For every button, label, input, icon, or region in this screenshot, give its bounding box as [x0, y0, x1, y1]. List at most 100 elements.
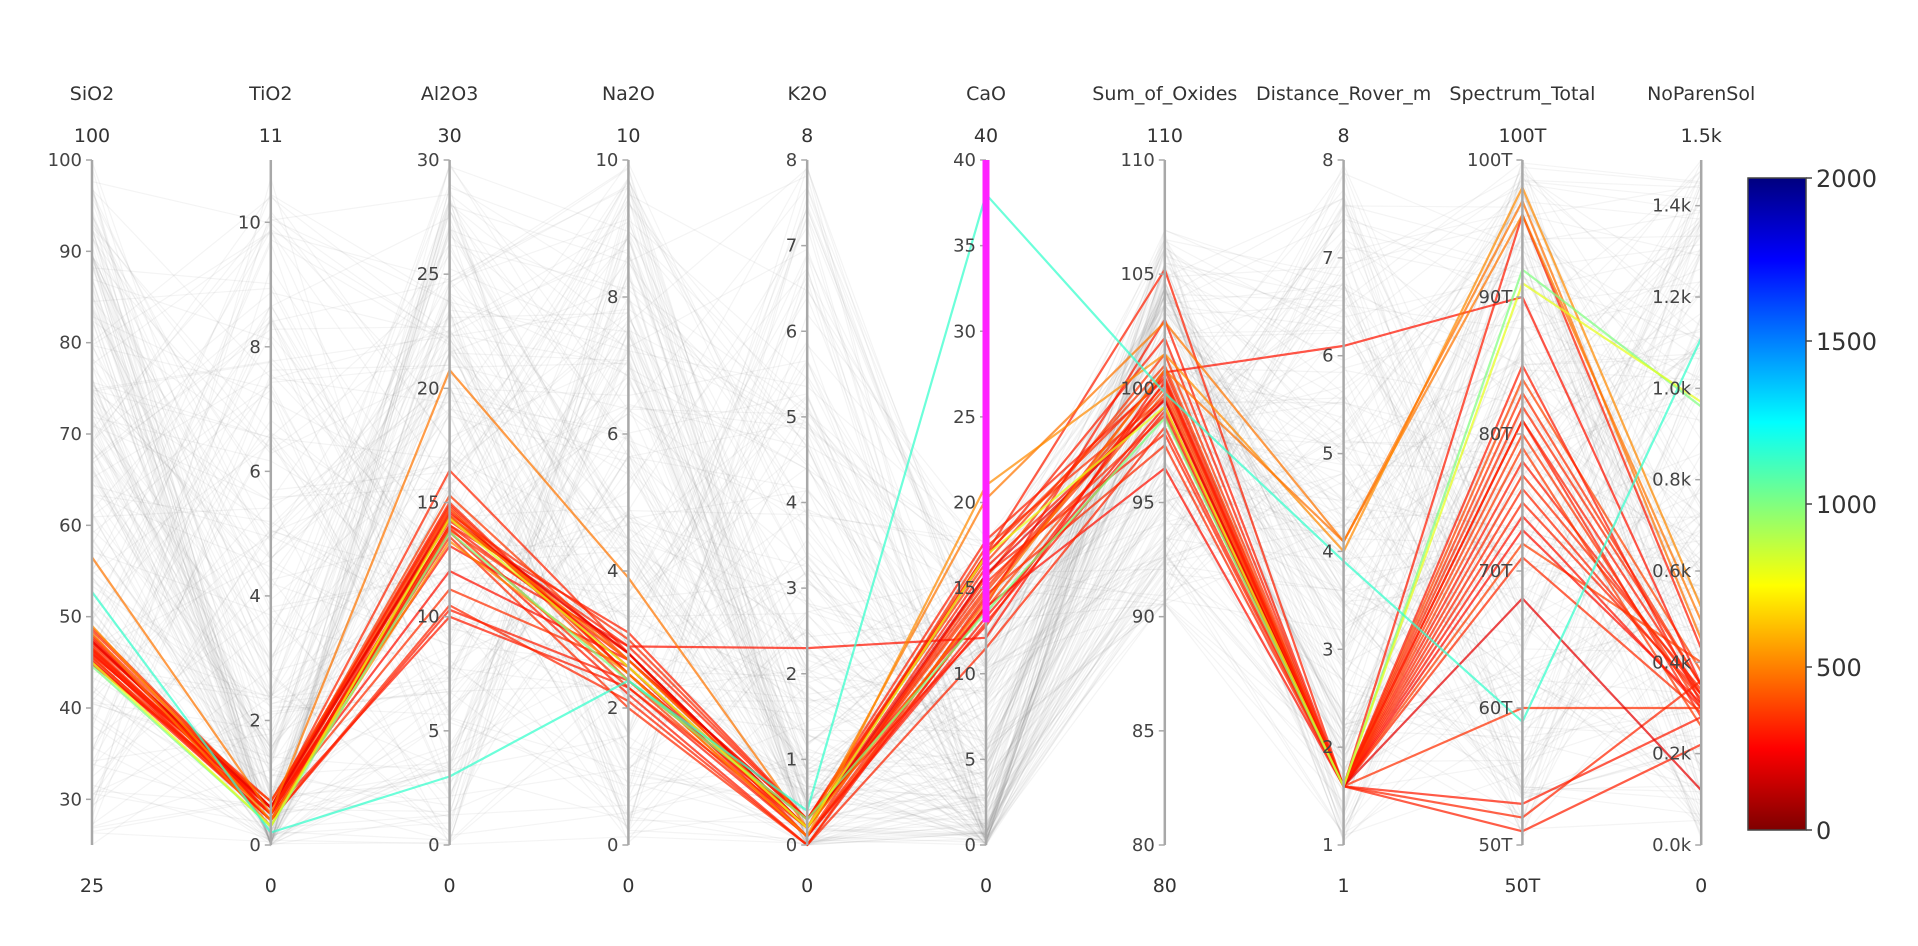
- tick-label: 3: [1322, 639, 1333, 660]
- tick-label: 4: [1322, 541, 1333, 562]
- tick-label: 3: [786, 578, 797, 599]
- context-line: [91, 183, 1702, 825]
- context-line: [91, 197, 1702, 844]
- context-line: [91, 282, 1702, 846]
- tick-label: 6: [1322, 346, 1333, 367]
- tick-label: 110: [1120, 150, 1154, 171]
- tick-label: 15: [417, 493, 440, 514]
- tick-label: 50T: [1478, 835, 1513, 856]
- context-line: [91, 179, 1702, 846]
- context-line: [91, 180, 1702, 821]
- tick-label: 1: [1322, 835, 1333, 856]
- axis-title: SiO2: [70, 83, 114, 105]
- context-line: [91, 193, 1702, 746]
- data-line: [91, 193, 1703, 834]
- axis-na2o: 0 2 4 6 8 10 Na2O 10 0: [595, 83, 654, 897]
- tick-label: 0.2k: [1652, 744, 1692, 765]
- context-line: [91, 191, 1702, 835]
- axis-title: Distance_Rover_m: [1256, 83, 1431, 105]
- tick-label: 100T: [1467, 150, 1513, 171]
- axis-min-label: 50T: [1505, 875, 1541, 897]
- context-line: [91, 253, 1702, 846]
- colorbar-tick-label: 1500: [1816, 328, 1877, 356]
- tick-label: 20: [953, 493, 976, 514]
- context-line: [91, 293, 1702, 833]
- axis-sio2: 30 40 50 60 70 80 90 100 SiO2 100 25: [48, 83, 115, 897]
- context-line: [91, 214, 1702, 752]
- context-line: [91, 267, 1702, 846]
- context-line: [91, 160, 1702, 846]
- tick-label: 5: [428, 721, 439, 742]
- context-line: [91, 165, 1702, 732]
- context-line: [91, 265, 1702, 704]
- axis-k2o: 0 1 2 3 4 5 6 7 8 K2O 8 0: [786, 83, 827, 897]
- context-line: [91, 215, 1702, 842]
- tick-label: 90T: [1478, 287, 1513, 308]
- context-line: [91, 230, 1702, 835]
- context-line: [91, 210, 1702, 816]
- context-line: [91, 234, 1702, 819]
- context-line: [91, 195, 1702, 846]
- tick-label: 30: [59, 789, 82, 810]
- context-line: [91, 250, 1702, 824]
- tick-label: 0: [965, 835, 976, 856]
- constraint-range-bar: [982, 160, 990, 623]
- context-line: [91, 161, 1702, 846]
- tick-label: 2: [1322, 737, 1333, 758]
- tick-label: 0.0k: [1652, 835, 1692, 856]
- context-line: [91, 226, 1702, 756]
- tick-label: 80: [1132, 835, 1155, 856]
- axis-title: Sum_of_Oxides: [1092, 83, 1237, 105]
- tick-label: 90: [59, 241, 82, 262]
- tick-label: 100: [1120, 378, 1154, 399]
- axis-title: TiO2: [248, 83, 292, 105]
- tick-label: 8: [1322, 150, 1333, 171]
- axis-max-label: 1.5k: [1681, 125, 1722, 147]
- context-line: [91, 253, 1702, 841]
- context-line: [91, 284, 1702, 827]
- data-line: [91, 396, 1702, 830]
- axis-title: K2O: [787, 83, 827, 105]
- axis-max-label: 110: [1147, 125, 1183, 147]
- context-line: [91, 200, 1702, 791]
- context-line: [91, 314, 1702, 803]
- axis-max-label: 8: [801, 125, 813, 147]
- context-line: [91, 176, 1702, 843]
- axis-title: NoParenSol: [1647, 83, 1755, 105]
- tick-label: 15: [953, 578, 976, 599]
- axis-min-label: 80: [1153, 875, 1177, 897]
- colorbar-gradient: [1747, 177, 1807, 831]
- context-line: [91, 183, 1702, 843]
- tick-label: 2: [786, 664, 797, 685]
- context-line: [91, 238, 1702, 783]
- tick-label: 20: [417, 378, 440, 399]
- tick-label: 0: [607, 835, 618, 856]
- context-line: [91, 230, 1702, 846]
- data-line: [91, 426, 1702, 847]
- tick-label: 40: [953, 150, 976, 171]
- data-line: [91, 398, 1703, 830]
- context-line: [91, 251, 1702, 816]
- tick-label: 6: [607, 424, 618, 445]
- tick-label: 70: [59, 424, 82, 445]
- context-line: [91, 312, 1702, 833]
- context-line: [91, 189, 1702, 728]
- tick-label: 10: [238, 212, 261, 233]
- context-line: [91, 194, 1702, 835]
- context-line: [91, 181, 1702, 800]
- tick-label: 60T: [1478, 698, 1513, 719]
- axis-min-label: 0: [980, 875, 992, 897]
- context-line: [91, 262, 1702, 845]
- context-line: [91, 185, 1702, 777]
- context-line: [91, 200, 1702, 765]
- context-line: [91, 239, 1702, 841]
- axis-al2o3: 0 5 10 15 20 25 30 Al2O3 30 0: [417, 83, 479, 897]
- tick-label: 6: [786, 321, 797, 342]
- axis-max-label: 11: [259, 125, 283, 147]
- context-line: [91, 218, 1702, 845]
- axes: 30405060708090100SiO2100250246810TiO2110…: [48, 83, 1756, 897]
- context-line: [91, 361, 1702, 773]
- context-line: [91, 383, 1702, 803]
- context-line: [91, 168, 1702, 812]
- axis-noparensol: 0.0k 0.2k 0.4k 0.6k 0.8k 1.0k 1.2k 1.4k NoParenS…: [1647, 83, 1755, 897]
